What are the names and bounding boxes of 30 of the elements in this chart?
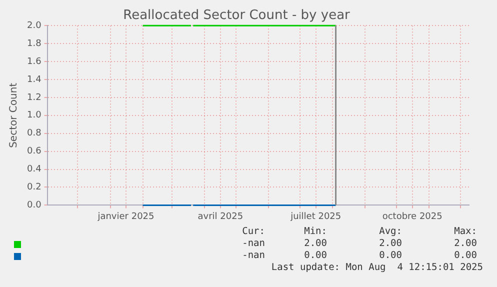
- y-tick-label: 0.6: [26, 146, 42, 157]
- x-tick-label: avril 2025: [198, 212, 244, 222]
- y-tick-label: 0.0: [26, 200, 42, 211]
- text: 0.00: [454, 250, 477, 261]
- y-axis-title: Sector Count: [8, 82, 20, 148]
- y-tick-label: 0.4: [26, 164, 42, 175]
- text: Avg:: [379, 226, 402, 237]
- text: 0.00: [304, 250, 327, 261]
- text: 0.00: [379, 250, 402, 261]
- chart-title: Reallocated Sector Count - by year: [123, 8, 351, 24]
- x-tick-label: janvier 2025: [96, 212, 154, 222]
- text: 2.00: [304, 238, 327, 249]
- text: 2.00: [454, 238, 477, 249]
- text: Min:: [304, 226, 327, 237]
- y-tick-label: 1.0: [26, 110, 42, 121]
- text: -nan: [242, 238, 265, 249]
- text: 2.00: [379, 238, 402, 249]
- y-tick-label: 1.2: [26, 92, 42, 103]
- y-tick-label: 0.8: [26, 128, 42, 139]
- text: Max:: [454, 226, 477, 237]
- y-tick-label: 0.2: [26, 182, 42, 193]
- text: Last update: Mon Aug 4 12:15:01 2025: [271, 262, 483, 273]
- y-tick-label: 2.0: [26, 20, 42, 31]
- y-tick-label: 1.6: [26, 56, 42, 67]
- y-tick-label: 1.8: [26, 38, 42, 49]
- text: Cur:: [242, 226, 265, 237]
- y-tick-label: 1.4: [26, 74, 42, 85]
- x-tick-label: octobre 2025: [382, 212, 442, 222]
- text: -nan: [242, 250, 265, 261]
- x-tick-label: juillet 2025: [290, 212, 342, 222]
